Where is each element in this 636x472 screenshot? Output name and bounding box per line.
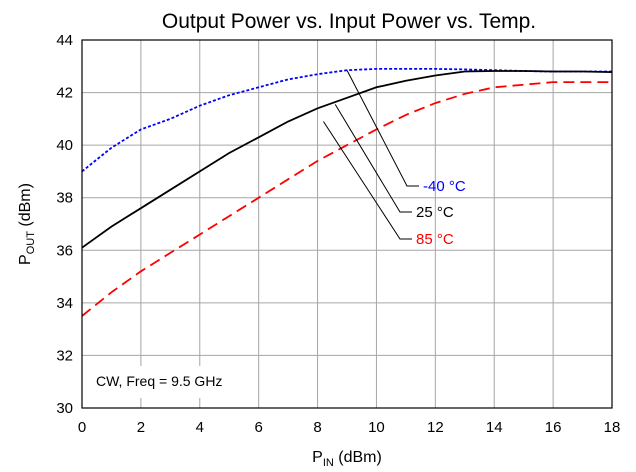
y-tick-label: 32 bbox=[56, 347, 73, 364]
y-tick-label: 34 bbox=[56, 295, 73, 312]
x-tick-label: 10 bbox=[368, 419, 385, 436]
legend-label-1: 25 °C bbox=[416, 204, 454, 221]
series-line-1 bbox=[81, 70, 613, 249]
y-tick-label: 38 bbox=[56, 190, 73, 207]
x-tick-label: 16 bbox=[545, 419, 562, 436]
x-tick-label: 0 bbox=[78, 419, 86, 436]
x-tick-label: 2 bbox=[137, 419, 145, 436]
legend-leader-1 bbox=[334, 104, 412, 213]
annotation-background bbox=[83, 366, 257, 398]
legend-label-0: -40 °C bbox=[423, 178, 466, 195]
x-tick-label: 18 bbox=[604, 419, 621, 436]
x-tick-label: 6 bbox=[254, 419, 262, 436]
legend-leader-2 bbox=[323, 121, 412, 240]
y-tick-labels: 30 32 34 36 38 40 42 44 bbox=[56, 32, 73, 417]
series-line-2 bbox=[81, 81, 612, 317]
y-tick-label: 42 bbox=[56, 85, 73, 102]
annotation-box: CW, Freq = 9.5 GHz bbox=[83, 366, 257, 398]
y-tick-label: 36 bbox=[56, 242, 73, 259]
x-tick-label: 14 bbox=[486, 419, 503, 436]
chart-title: Output Power vs. Input Power vs. Temp. bbox=[162, 10, 536, 33]
x-axis-label: PIN (dBm) bbox=[312, 449, 382, 469]
legend: -40 °C 25 °C 85 °C bbox=[323, 69, 466, 248]
x-tick-label: 12 bbox=[427, 419, 444, 436]
y-tick-label: 30 bbox=[56, 400, 73, 417]
y-tick-label: 40 bbox=[56, 137, 73, 154]
x-tick-label: 4 bbox=[196, 419, 204, 436]
y-tick-label: 44 bbox=[56, 32, 73, 49]
x-tick-label: 8 bbox=[313, 419, 321, 436]
x-tick-labels: 0 2 4 6 8 10 12 14 16 18 bbox=[78, 419, 621, 436]
legend-leader-0 bbox=[346, 69, 419, 187]
plot-frame bbox=[81, 39, 613, 409]
series-lines bbox=[81, 68, 613, 317]
series-line-0 bbox=[81, 68, 612, 173]
legend-label-2: 85 °C bbox=[416, 231, 454, 248]
y-axis-label: POUT (dBm) bbox=[17, 183, 37, 265]
annotation-text: CW, Freq = 9.5 GHz bbox=[96, 373, 222, 389]
grid bbox=[81, 39, 613, 409]
